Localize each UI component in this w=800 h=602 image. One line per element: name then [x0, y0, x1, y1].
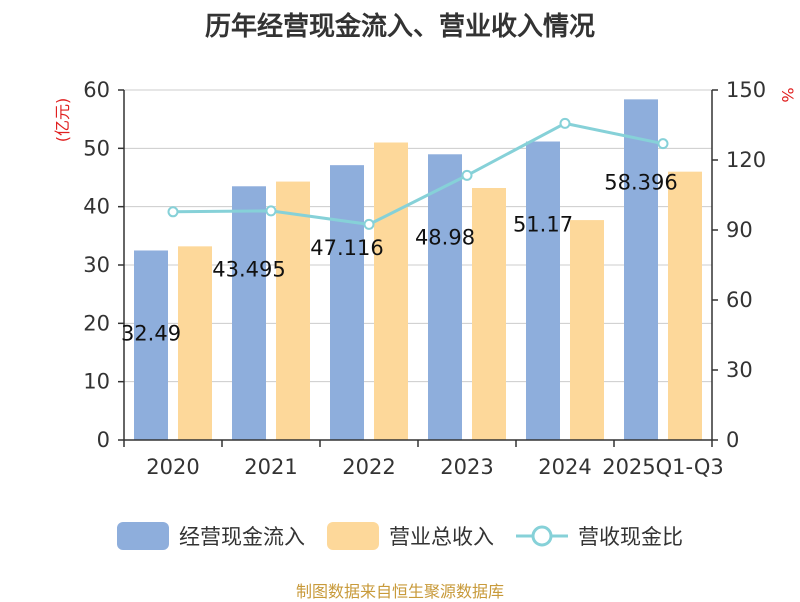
legend-item-cash-inflow[interactable]: 经营现金流入	[117, 521, 305, 551]
left-axis-tick-label: 50	[83, 136, 110, 160]
x-axis-tick-label: 2022	[342, 455, 395, 479]
chart-title: 历年经营现金流入、营业收入情况	[204, 12, 595, 42]
x-axis-tick-label: 2025Q1-Q3	[602, 455, 724, 479]
legend-label-cash-inflow: 经营现金流入	[179, 525, 305, 549]
data-label-cash-inflow: 51.17	[513, 213, 573, 237]
left-axis-tick-label: 20	[83, 311, 110, 335]
legend: 经营现金流入 营业总收入 营收现金比	[0, 516, 800, 556]
data-label-cash-inflow: 48.98	[415, 225, 475, 249]
bar-cash-inflow	[624, 99, 658, 441]
legend-swatch-cash-inflow	[117, 522, 169, 550]
left-axis-tick-label: 60	[83, 78, 110, 102]
bar-revenue	[570, 220, 604, 440]
right-axis-tick-label: 60	[726, 288, 753, 312]
bar-cash-inflow	[232, 186, 266, 440]
legend-item-cash-ratio[interactable]: 营收现金比	[516, 521, 683, 551]
point-cash-ratio	[559, 117, 571, 129]
bar-revenue	[276, 181, 310, 441]
left-axis-unit-label: (亿元)	[53, 98, 72, 143]
bar-cash-inflow	[526, 141, 560, 440]
point-cash-ratio	[167, 206, 179, 218]
data-label-cash-inflow: 58.396	[604, 170, 677, 194]
data-label-cash-inflow: 47.116	[310, 236, 383, 260]
bar-cash-inflow	[330, 165, 364, 440]
x-axis-tick-label: 2023	[440, 455, 493, 479]
legend-label-cash-ratio: 营收现金比	[578, 525, 683, 549]
right-axis-tick-label: 30	[726, 358, 753, 382]
bar-revenue	[374, 142, 408, 440]
bar-revenue	[472, 188, 506, 440]
left-axis-tick-label: 30	[83, 253, 110, 277]
right-axis-tick-label: 120	[726, 148, 766, 172]
line-cash-ratio	[172, 121, 664, 226]
bar-cash-inflow	[134, 250, 168, 440]
legend-item-revenue[interactable]: 营业总收入	[327, 521, 494, 551]
point-cash-ratio	[265, 205, 277, 217]
point-cash-ratio	[461, 169, 473, 181]
data-source-note: 制图数据来自恒生聚源数据库	[295, 582, 504, 601]
legend-swatch-revenue	[327, 522, 379, 550]
left-axis-tick-label: 10	[83, 370, 110, 394]
right-axis-unit-label: %	[778, 87, 797, 102]
x-axis-tick-label: 2020	[146, 455, 199, 479]
right-axis-tick-label: 0	[726, 428, 739, 452]
right-axis-tick-label: 90	[726, 218, 753, 242]
legend-swatch-cash-ratio	[516, 525, 568, 547]
bar-revenue	[178, 246, 212, 440]
data-label-cash-inflow: 43.495	[212, 257, 285, 281]
left-axis-unit: (亿元)	[53, 98, 72, 143]
right-axis-unit: %	[778, 87, 797, 102]
bar-cash-inflow	[428, 154, 462, 441]
point-cash-ratio	[657, 138, 669, 150]
legend-label-revenue: 营业总收入	[389, 525, 494, 549]
x-axis-tick-label: 2021	[244, 455, 297, 479]
left-axis-tick-label: 0	[97, 428, 110, 452]
right-axis-tick-label: 150	[726, 78, 766, 102]
bar-revenue	[668, 171, 702, 440]
left-axis-tick-label: 40	[83, 195, 110, 219]
point-cash-ratio	[363, 218, 375, 230]
data-label-cash-inflow: 32.49	[121, 321, 181, 345]
x-axis-tick-label: 2024	[538, 455, 591, 479]
